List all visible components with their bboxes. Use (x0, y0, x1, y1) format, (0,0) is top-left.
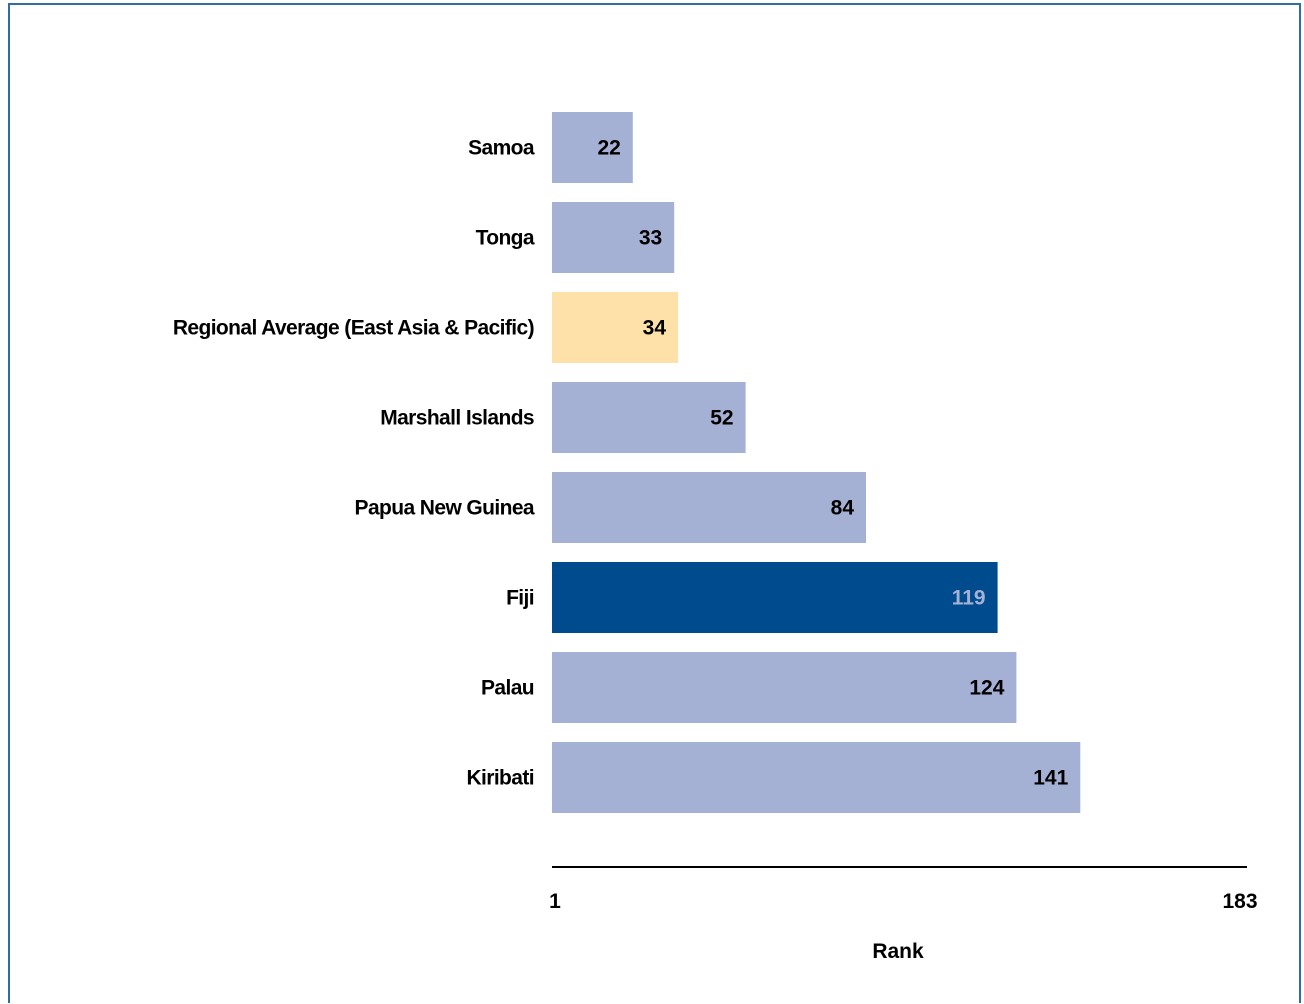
bar-7 (552, 742, 1081, 813)
bars-group: Samoa 22 Tonga 33 Regional Average (East Asi… (173, 112, 1081, 813)
value-label-1: 33 (639, 227, 662, 250)
category-label-2: Regional Average (East Asia & Pacific) (173, 317, 534, 340)
category-label-6: Palau (481, 677, 534, 700)
bar-2 (552, 292, 678, 363)
category-label-0: Samoa (468, 137, 535, 160)
value-label-6: 124 (969, 677, 1004, 700)
x-axis: 1 183 Rank (549, 866, 1258, 963)
bar-6 (552, 652, 1017, 723)
x-tick-label-max: 183 (1222, 890, 1257, 913)
bar-0 (552, 112, 633, 183)
category-label-3: Marshall Islands (380, 407, 534, 430)
x-axis-title: Rank (872, 940, 924, 963)
value-label-0: 22 (597, 137, 620, 160)
category-label-5: Fiji (506, 587, 534, 610)
category-label-7: Kiribati (466, 767, 534, 790)
bar-4 (552, 472, 866, 543)
x-tick-label-min: 1 (549, 890, 561, 913)
bar-5 (552, 562, 998, 633)
value-label-3: 52 (710, 407, 733, 430)
value-label-2: 34 (643, 317, 667, 340)
bar-3 (552, 382, 746, 453)
value-label-5: 119 (952, 587, 986, 610)
category-label-4: Papua New Guinea (355, 497, 535, 520)
value-label-4: 84 (831, 497, 855, 520)
value-label-7: 141 (1033, 767, 1068, 790)
category-label-1: Tonga (476, 227, 535, 250)
bar-1 (552, 202, 675, 273)
